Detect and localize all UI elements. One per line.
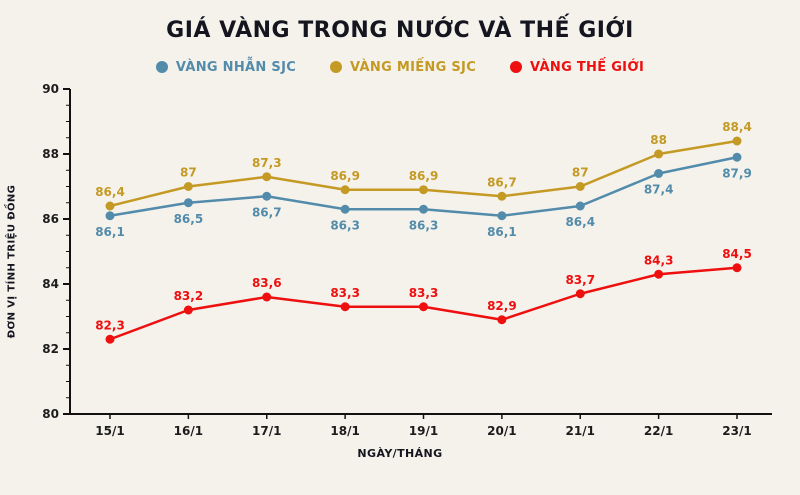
data-point-vang-nhan-sjc [340,204,350,214]
data-label-vang-the-gioi: 82,3 [95,318,125,332]
data-point-vang-nhan-sjc [262,191,272,201]
data-label-vang-nhan-sjc: 86,3 [409,218,439,232]
data-point-vang-mieng-sjc [419,185,428,195]
data-label-vang-the-gioi: 83,6 [252,276,282,290]
data-label-vang-the-gioi: 83,7 [565,273,595,287]
data-point-vang-nhan-sjc [183,198,193,208]
gold-price-line-chart: 80 82 84 86 88 90 15/1 16/1 17/1 18/1 19/1 20/1 21/1… [42,82,772,438]
data-point-vang-mieng-sjc [105,201,115,211]
x-tick-label: 22/1 [644,424,673,438]
x-tick-label: 17/1 [252,424,281,438]
data-label-vang-nhan-sjc: 87,9 [722,166,752,180]
data-label-vang-nhan-sjc: 86,5 [174,212,204,226]
data-point-vang-the-gioi [340,302,350,312]
y-tick-label: 88 [42,147,59,161]
y-tick-label: 84 [42,277,59,291]
y-tick-label: 80 [42,407,59,421]
data-label-vang-nhan-sjc: 86,3 [330,218,360,232]
data-point-vang-the-gioi [262,292,272,302]
data-point-vang-nhan-sjc [654,169,664,178]
data-point-vang-the-gioi [497,315,507,325]
data-label-vang-the-gioi: 83,3 [409,286,439,300]
data-point-vang-nhan-sjc [575,201,585,211]
data-label-vang-mieng-sjc: 86,9 [409,169,439,183]
x-tick-label: 16/1 [174,424,203,438]
y-axis-title-wrap: ĐƠN VỊ TÍNH TRIỆU ĐỒNG [0,81,24,441]
data-point-vang-the-gioi [654,269,664,279]
data-point-vang-the-gioi [105,334,115,344]
data-label-vang-nhan-sjc: 86,1 [487,225,517,239]
y-tick-label: 86 [42,212,59,226]
x-axis-title: NGÀY/THÁNG [357,447,443,460]
data-label-vang-the-gioi: 84,3 [644,253,674,267]
data-point-vang-mieng-sjc [340,185,350,195]
legend-label: VÀNG NHẪN SJC [175,59,297,75]
chart-area: ĐƠN VỊ TÍNH TRIỆU ĐỒNG 80 82 84 86 88 90 15/1 1… [0,81,800,441]
data-point-vang-the-gioi [183,305,193,315]
data-label-vang-mieng-sjc: 86,7 [487,175,517,189]
data-point-vang-nhan-sjc [732,152,742,162]
data-point-vang-mieng-sjc [497,191,507,201]
data-point-vang-mieng-sjc [262,172,272,182]
x-tick-label: 23/1 [722,424,751,438]
legend-item-vang-mieng-sjc: VÀNG MIẾNG SJC [330,60,476,75]
data-label-vang-mieng-sjc: 88,4 [722,120,752,134]
legend-item-vang-the-gioi: VÀNG THẾ GIỚI [510,60,644,75]
legend-dot-gold-icon [330,61,343,73]
legend-dot-red-icon [510,61,523,73]
legend-item-vang-nhan-sjc: VÀNG NHẪN SJC [155,59,297,75]
data-point-vang-nhan-sjc [497,211,507,221]
data-point-vang-mieng-sjc [732,136,742,146]
data-label-vang-mieng-sjc: 86,4 [95,185,125,199]
data-point-vang-the-gioi [732,263,742,273]
data-label-vang-the-gioi: 83,2 [174,289,204,303]
data-label-vang-nhan-sjc: 86,1 [95,225,125,239]
data-point-vang-mieng-sjc [183,182,193,191]
data-label-vang-mieng-sjc: 86,9 [330,169,360,183]
data-label-vang-mieng-sjc: 87 [180,166,197,180]
data-label-vang-mieng-sjc: 87 [572,166,589,180]
x-tick-label: 19/1 [409,424,438,438]
x-tick-label: 15/1 [95,424,124,438]
data-point-vang-the-gioi [575,289,585,299]
chart-title: GIÁ VÀNG TRONG NƯỚC VÀ THẾ GIỚI [166,18,634,43]
x-tick-label: 21/1 [566,424,595,438]
data-label-vang-the-gioi: 83,3 [330,286,360,300]
legend-label: VÀNG MIẾNG SJC [350,59,477,75]
data-label-vang-mieng-sjc: 88 [650,133,667,147]
data-point-vang-the-gioi [419,302,428,312]
data-label-vang-nhan-sjc: 86,7 [252,205,282,219]
data-label-vang-mieng-sjc: 87,3 [252,156,282,170]
data-point-vang-nhan-sjc [105,211,115,221]
chart-legend: VÀNG NHẪN SJC VÀNG MIẾNG SJC VÀNG THẾ GI… [0,57,800,77]
y-tick-label: 82 [42,342,59,356]
data-label-vang-the-gioi: 84,5 [722,247,752,261]
data-point-vang-mieng-sjc [575,182,585,191]
data-label-vang-nhan-sjc: 87,4 [644,183,674,197]
x-tick-label: 20/1 [487,424,516,438]
data-point-vang-nhan-sjc [419,204,428,214]
legend-dot-blue-icon [155,61,168,73]
data-label-vang-nhan-sjc: 86,4 [565,215,595,229]
legend-label: VÀNG THẾ GIỚI [530,59,645,75]
data-point-vang-mieng-sjc [654,149,664,159]
data-label-vang-the-gioi: 82,9 [487,299,517,313]
x-tick-label: 18/1 [330,424,359,438]
y-tick-label: 90 [42,82,59,96]
y-axis-title: ĐƠN VỊ TÍNH TRIỆU ĐỒNG [6,184,18,338]
